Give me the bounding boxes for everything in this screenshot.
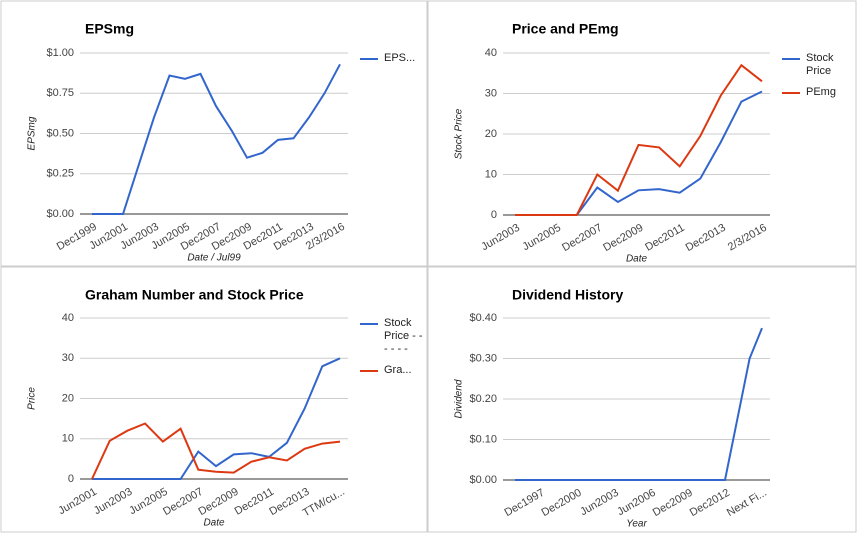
series-line — [92, 357, 341, 480]
legend-label: Gra... — [384, 364, 412, 376]
legend-entry: Stock Price — [782, 52, 854, 78]
legend-label: Stock Price — [806, 52, 834, 77]
y-axis-title: Price — [27, 387, 38, 410]
legend-entry: EPS... — [360, 52, 425, 65]
legend-entry: PEmg — [782, 86, 854, 99]
y-tick-label: $0.20 — [469, 393, 497, 405]
y-tick-label: $0.75 — [46, 87, 74, 99]
legend-entry: Stock Price - - - - - - — [360, 317, 425, 356]
legend-swatch — [782, 58, 800, 60]
legend-swatch — [360, 323, 378, 325]
y-tick-label: 30 — [485, 87, 497, 99]
y-tick-label: $0.40 — [469, 312, 497, 324]
y-axis-title: EPSmg — [27, 116, 38, 150]
legend: EPS... — [360, 52, 425, 65]
legend-swatch — [782, 92, 800, 94]
y-tick-label: 0 — [491, 209, 497, 221]
series-line — [91, 422, 341, 480]
y-tick-label: 30 — [62, 352, 74, 364]
y-tick-label: $0.50 — [46, 127, 74, 139]
y-tick-label: 40 — [62, 312, 74, 324]
series-line — [92, 63, 341, 215]
y-tick-label: 10 — [485, 168, 497, 180]
legend-label: PEmg — [806, 86, 836, 98]
chart-title: Price and PEmg — [512, 21, 619, 37]
y-tick-label: $0.30 — [469, 352, 497, 364]
legend: Stock Price PEmg — [782, 52, 854, 99]
series-line — [515, 63, 763, 216]
x-axis-title: Date — [203, 518, 225, 529]
legend-entry: Gra... — [360, 364, 425, 377]
y-tick-label: 40 — [485, 47, 497, 59]
y-axis-title: Dividend — [454, 379, 465, 418]
x-axis-title: Date / Jul99 — [187, 253, 241, 264]
x-axis-title: Date — [626, 254, 648, 265]
legend-label: EPS... — [384, 52, 416, 64]
y-tick-label: $0.10 — [469, 433, 497, 445]
x-axis-title: Year — [626, 519, 647, 530]
y-tick-label: 20 — [62, 392, 74, 404]
legend-swatch — [360, 58, 378, 60]
y-tick-label: $1.00 — [46, 47, 74, 59]
chart-title: Graham Number and Stock Price — [85, 287, 304, 303]
legend-label: Stock Price - - - - - - — [384, 317, 423, 355]
series-line — [515, 327, 763, 481]
y-tick-label: 20 — [485, 128, 497, 140]
y-tick-label: 0 — [68, 473, 74, 485]
y-tick-label: $0.00 — [469, 474, 497, 486]
y-tick-label: 10 — [62, 433, 74, 445]
legend: Stock Price - - - - - - Gra... — [360, 317, 425, 377]
chart-title: Dividend History — [512, 287, 623, 303]
chart-title: EPSmg — [85, 21, 134, 37]
y-tick-label: $0.25 — [46, 168, 74, 180]
y-axis-title: Stock Price — [454, 108, 465, 159]
legend-swatch — [360, 370, 378, 372]
panel-border — [0, 266, 428, 533]
y-tick-label: $0.00 — [46, 208, 74, 220]
